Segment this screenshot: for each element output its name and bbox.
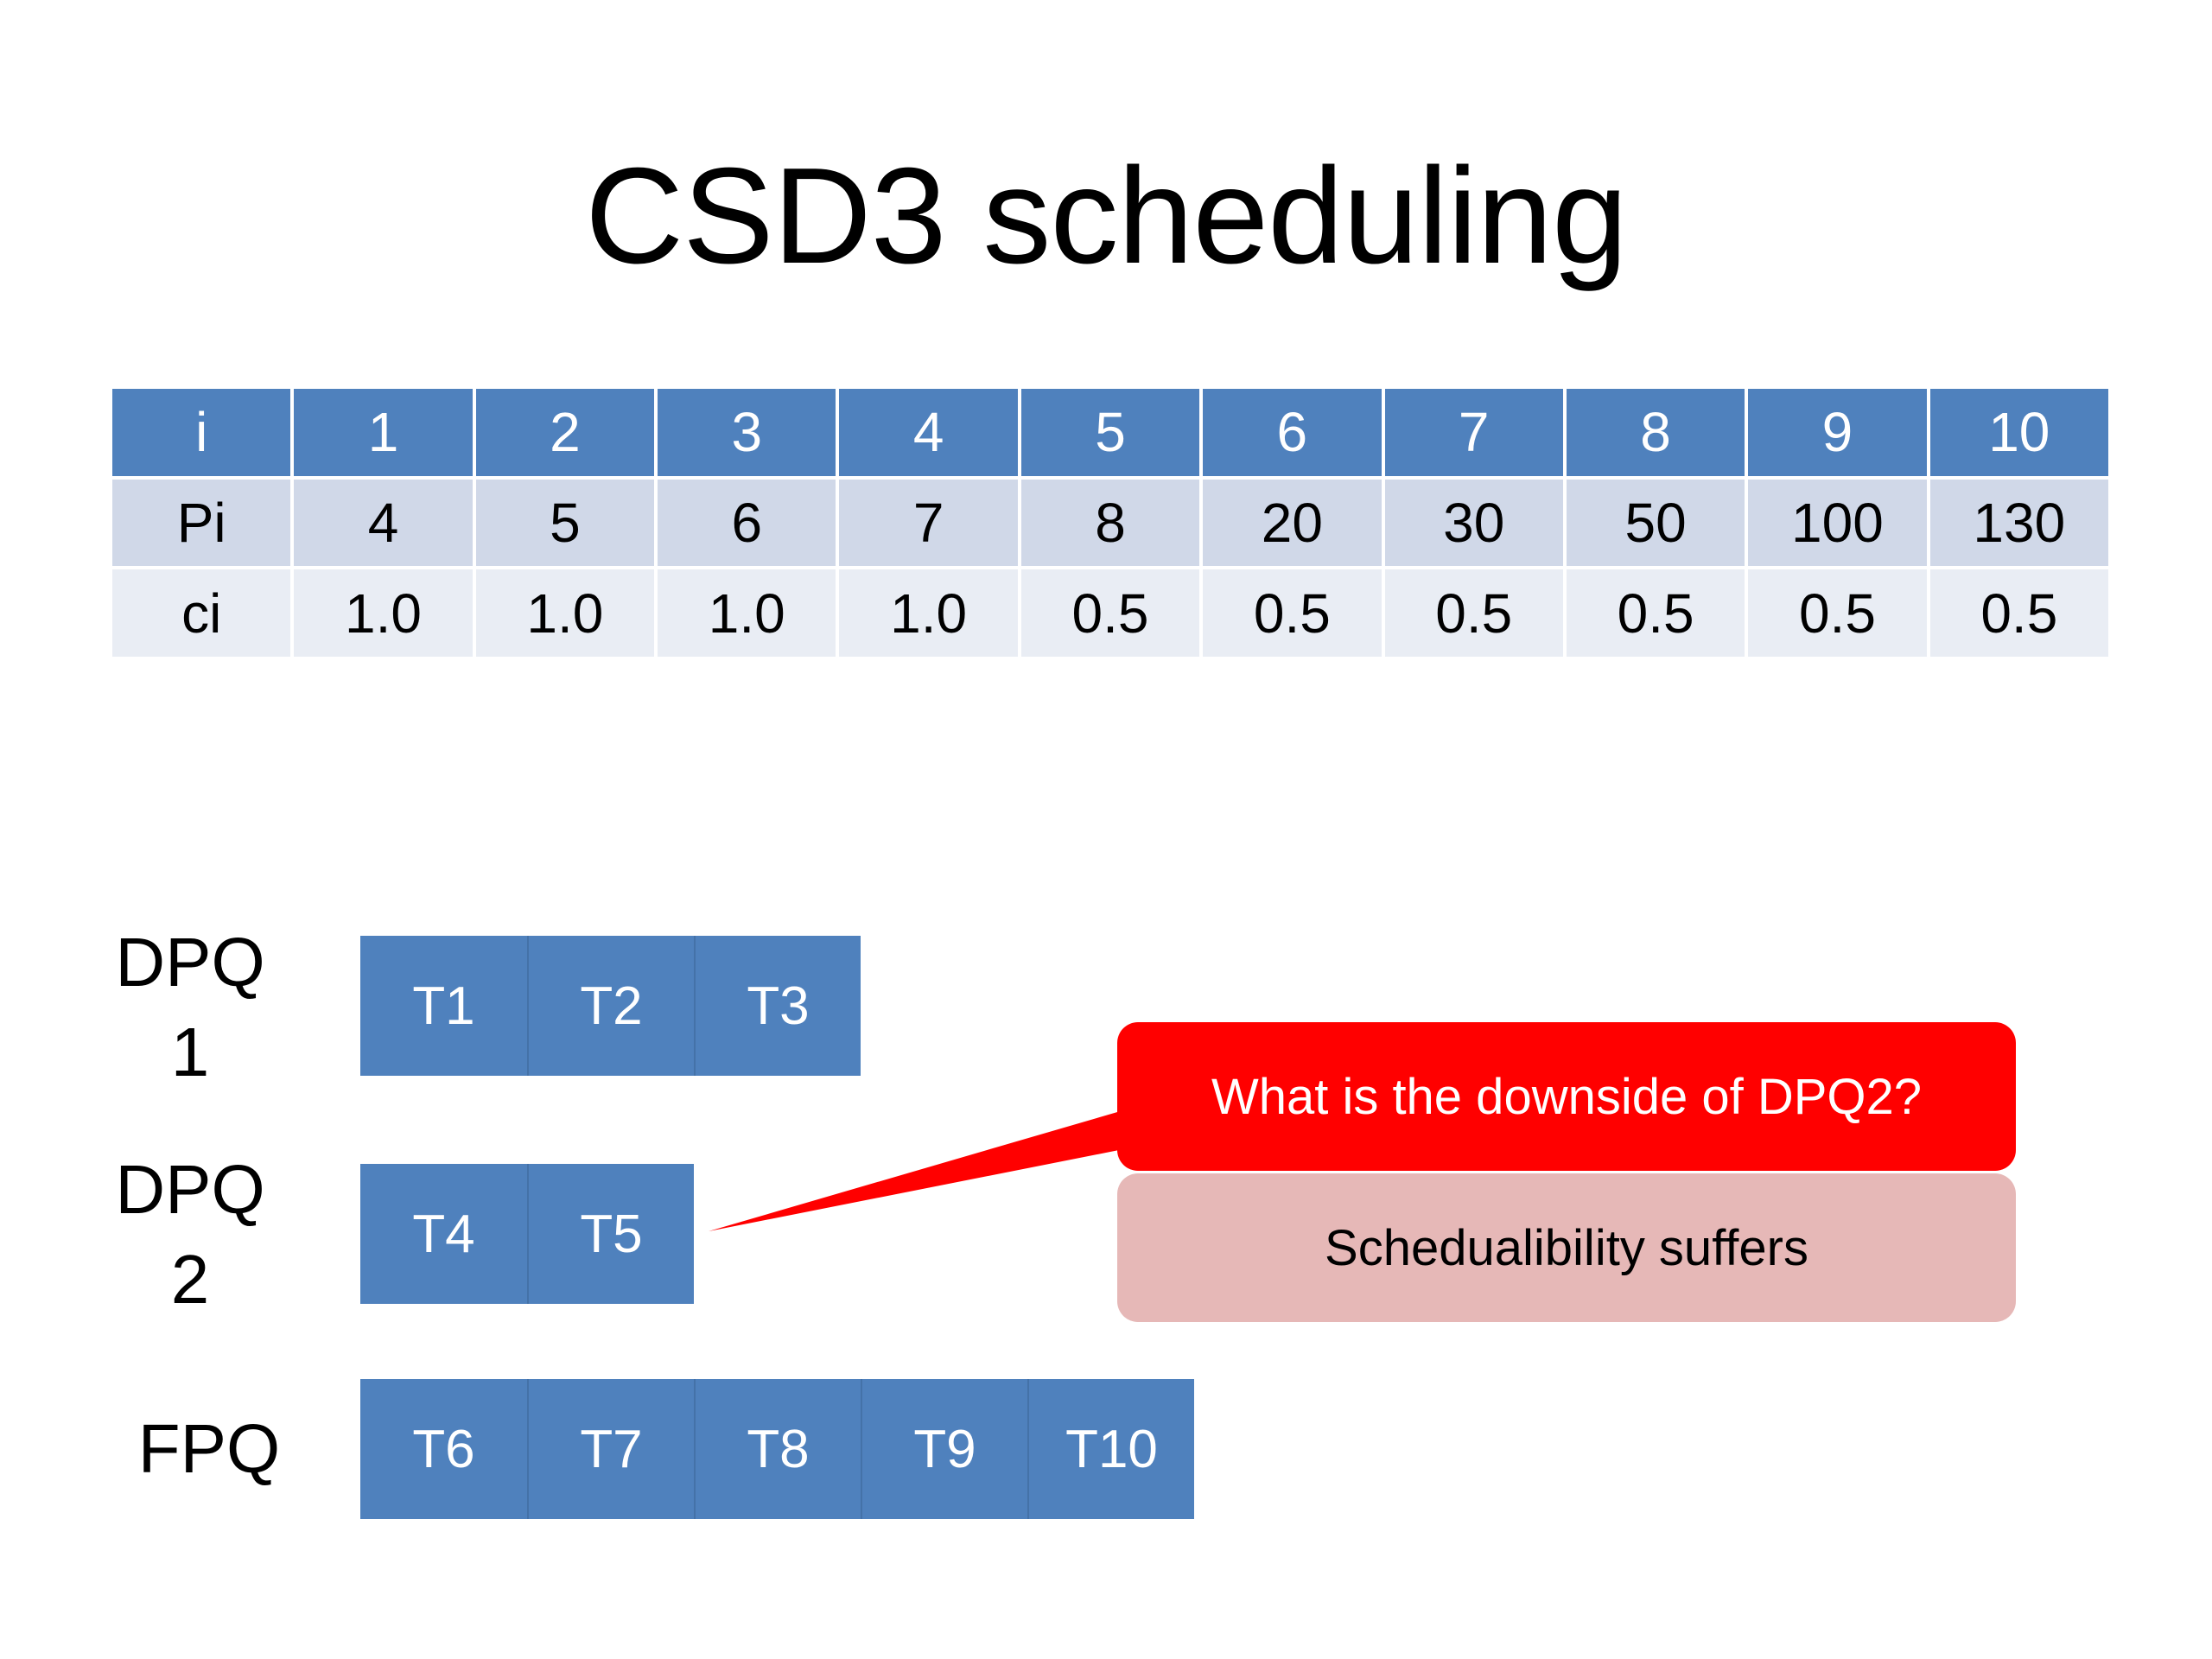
table-cell-period: 8 xyxy=(1020,479,1200,567)
table-cell-cost: 0.5 xyxy=(1384,569,1563,657)
task-box: T7 xyxy=(527,1379,694,1519)
table-cell-period: 7 xyxy=(839,479,1018,567)
table-header-cell: 4 xyxy=(839,389,1018,476)
table-header-cell: 2 xyxy=(475,389,655,476)
table-header-cell: 7 xyxy=(1384,389,1563,476)
table-header-cell: 1 xyxy=(294,389,473,476)
table-cell-period: 30 xyxy=(1384,479,1563,567)
table-cell-period: 50 xyxy=(1566,479,1745,567)
task-parameter-table: i 1 2 3 4 5 6 7 8 9 10 Pi 4 5 6 7 8 20 3… xyxy=(112,389,2108,657)
table-cell-period: 5 xyxy=(475,479,655,567)
table-cell-period: Pi xyxy=(112,479,291,567)
table-cell-cost: 1.0 xyxy=(475,569,655,657)
answer-box: Schedualibility suffers xyxy=(1117,1173,2016,1322)
queue-label-line1: DPQ xyxy=(115,924,265,1001)
table-header-cell: 10 xyxy=(1929,389,2108,476)
slide-title: CSD3 scheduling xyxy=(585,140,1628,292)
table-cell-cost: 0.5 xyxy=(1203,569,1382,657)
task-box: T6 xyxy=(412,1419,475,1479)
task-box: T8 xyxy=(694,1379,861,1519)
table-header-cell: i xyxy=(112,389,291,476)
task-box: T10 xyxy=(1027,1379,1194,1519)
table-header-cell: 6 xyxy=(1203,389,1382,476)
table-cell-cost: 1.0 xyxy=(839,569,1018,657)
table-cell-period: 100 xyxy=(1748,479,1927,567)
table-header-cell: 8 xyxy=(1566,389,1745,476)
queue-label-line2: 2 xyxy=(170,1241,210,1318)
queue-label-dpq2: DPQ 2 xyxy=(104,1145,276,1325)
table-cell-period: 130 xyxy=(1929,479,2108,567)
queue-label-line1: DPQ xyxy=(115,1151,265,1228)
queue-fpq: T6 T7 T8 T9 T10 xyxy=(360,1379,1194,1519)
table-cell-cost: ci xyxy=(112,569,291,657)
task-box: T4 xyxy=(412,1204,475,1264)
task-box: T1 xyxy=(412,976,475,1036)
table-header-cell: 3 xyxy=(658,389,836,476)
table-header-cell: 9 xyxy=(1748,389,1927,476)
queue-dpq1: T1 T2 T3 xyxy=(360,936,861,1076)
queue-dpq2: T4 T5 xyxy=(360,1164,694,1304)
table-cell-period: 20 xyxy=(1203,479,1382,567)
queue-label-line2: 1 xyxy=(170,1014,210,1090)
table-cell-period: 4 xyxy=(294,479,473,567)
table-header-cell: 5 xyxy=(1020,389,1200,476)
queue-label-dpq1: DPQ 1 xyxy=(104,918,276,1097)
task-box: T2 xyxy=(527,936,694,1076)
task-box: T9 xyxy=(861,1379,1027,1519)
task-box: T3 xyxy=(694,936,861,1076)
table-cell-period: 6 xyxy=(658,479,836,567)
question-callout: What is the downside of DPQ2? xyxy=(1117,1022,2016,1171)
table-cell-cost: 1.0 xyxy=(658,569,836,657)
table-cell-cost: 0.5 xyxy=(1566,569,1745,657)
table-cell-cost: 0.5 xyxy=(1929,569,2108,657)
queue-label-line1: FPQ xyxy=(137,1410,281,1487)
table-cell-cost: 1.0 xyxy=(294,569,473,657)
table-cell-cost: 0.5 xyxy=(1020,569,1200,657)
queue-label-fpq: FPQ xyxy=(123,1404,296,1494)
table-cell-cost: 0.5 xyxy=(1748,569,1927,657)
task-box: T5 xyxy=(527,1164,694,1304)
